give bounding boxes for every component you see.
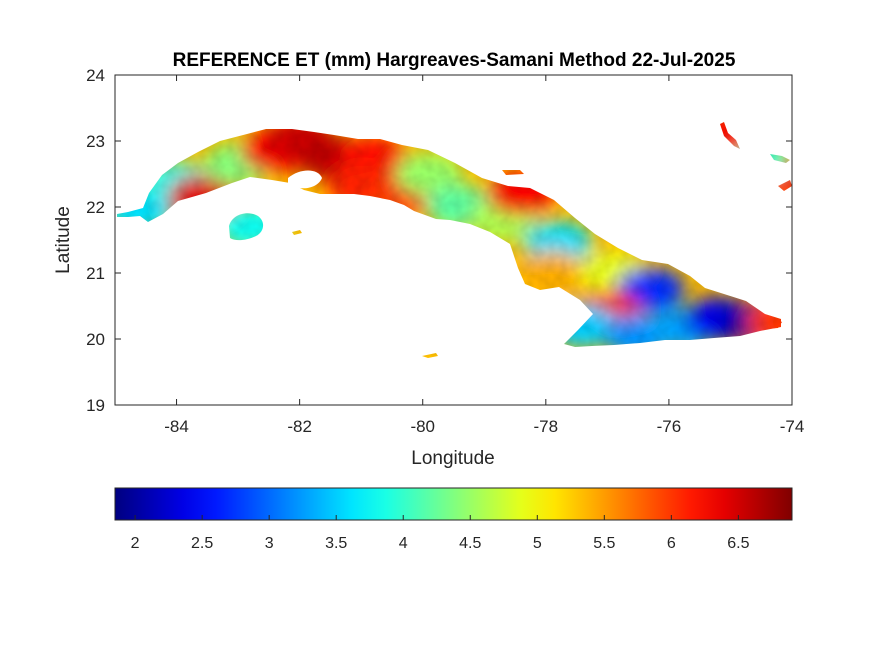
y-tick-label: 21 [86, 264, 105, 283]
colorbar [114, 487, 793, 521]
y-axis: 19 20 21 22 23 24 [86, 66, 792, 415]
colorbar-tick-label: 2.5 [191, 535, 213, 552]
axes-frame [114, 74, 793, 406]
x-tick-label: -74 [780, 417, 805, 436]
colorbar-tick-label: 3 [265, 535, 274, 552]
y-tick-label: 23 [86, 132, 105, 151]
colorbar-ticks: 2 2.5 3 3.5 4 4.5 5 5.5 6 6.5 [131, 515, 750, 552]
colorbar-tick-label: 4.5 [459, 535, 481, 552]
colorbar-tick-label: 5.5 [593, 535, 615, 552]
et-field [115, 75, 792, 405]
x-axis: -84 -82 -80 -78 -76 -74 [164, 75, 804, 436]
y-tick-label: 22 [86, 198, 105, 217]
x-tick-label: -76 [657, 417, 682, 436]
y-tick-label: 20 [86, 330, 105, 349]
colorbar-tick-label: 2 [131, 535, 140, 552]
x-tick-label: -82 [287, 417, 312, 436]
x-tick-label: -78 [534, 417, 559, 436]
y-tick-label: 24 [86, 66, 105, 85]
colorbar-tick-label: 4 [399, 535, 408, 552]
colorbar-tick-label: 6.5 [727, 535, 749, 552]
y-tick-label: 19 [86, 396, 105, 415]
map-area [115, 75, 792, 405]
x-axis-label: Longitude [411, 448, 494, 469]
colorbar-tick-label: 5 [533, 535, 542, 552]
x-tick-label: -84 [164, 417, 189, 436]
map-title: REFERENCE ET (mm) Hargreaves-Samani Meth… [173, 50, 736, 71]
x-tick-label: -80 [410, 417, 435, 436]
colorbar-tick-label: 6 [667, 535, 676, 552]
y-axis-label: Latitude [53, 206, 74, 274]
colorbar-tick-label: 3.5 [325, 535, 347, 552]
